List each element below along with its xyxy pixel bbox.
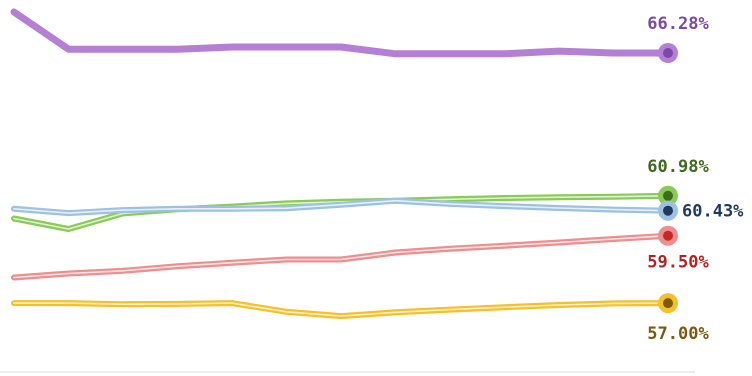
series-red — [11, 225, 678, 281]
series-yellow-end-dot — [663, 298, 673, 309]
series-purple-end-dot — [663, 48, 673, 58]
series-red-end-dot — [663, 230, 673, 241]
series-purple — [10, 8, 678, 63]
series-purple-end-label: 66.28% — [647, 14, 709, 34]
series-red-line-highlight — [13, 234, 669, 279]
series-green-end-dot — [663, 190, 673, 201]
label-layer: 66.28% 60.98% 60.43% 59.50% 57.00% — [647, 14, 744, 344]
series-blue — [11, 197, 678, 221]
series-yellow — [11, 293, 678, 320]
series-blue-end-label: 60.43% — [682, 202, 744, 222]
series-yellow-line-highlight — [13, 302, 669, 317]
series-blue-end-dot — [663, 205, 673, 216]
series-layer — [10, 8, 678, 320]
series-blue-line-highlight — [13, 199, 669, 214]
series-red-end-label: 59.50% — [647, 253, 709, 273]
series-purple-line — [10, 8, 672, 58]
series-yellow-end-label: 57.00% — [647, 324, 709, 344]
series-green-end-label: 60.98% — [647, 157, 709, 177]
